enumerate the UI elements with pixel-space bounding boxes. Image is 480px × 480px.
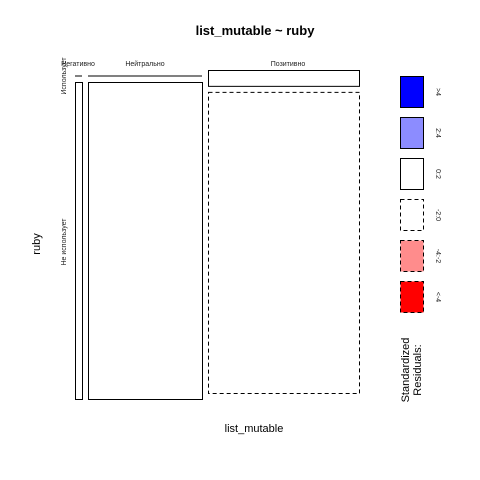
x-level-label: Нейтрально <box>125 60 164 68</box>
legend-title: Standardized <box>400 338 412 403</box>
legend-label: >4 <box>434 88 441 96</box>
legend-title: Residuals: <box>412 344 424 395</box>
y-axis-label: ruby <box>31 233 43 255</box>
legend-label: -4:-2 <box>434 249 441 264</box>
y-level-labels: Использует Не использует <box>61 57 68 266</box>
mosaic-cell <box>88 82 203 400</box>
mosaic-cell <box>75 82 83 400</box>
x-level-label: Позитивно <box>271 61 306 68</box>
mosaic-cell <box>208 91 360 394</box>
legend-swatch <box>400 199 424 231</box>
x-level-labels: Негативно Нейтрально Позитивно <box>61 60 305 68</box>
legend-label: 0:2 <box>434 169 441 179</box>
legend-label: 2:4 <box>434 128 441 138</box>
x-axis-label: list_mutable <box>225 423 284 435</box>
legend-swatch <box>400 158 424 190</box>
legend-swatch <box>400 117 424 149</box>
legend-swatch <box>400 240 424 272</box>
legend-label: <-4 <box>434 292 441 302</box>
y-level-label: Не использует <box>61 218 68 266</box>
mosaic-cell <box>208 70 360 87</box>
mosaic-cells <box>75 70 360 400</box>
legend-swatch <box>400 76 424 108</box>
x-level-label: Негативно <box>61 61 95 68</box>
legend-label: -2:0 <box>434 209 441 221</box>
y-level-label: Использует <box>61 57 68 95</box>
chart-title: list_mutable ~ ruby <box>196 23 316 38</box>
legend-swatch <box>400 281 424 313</box>
residuals-legend: >4 2:4 0:2 -2:0 -4:-2 <-4 Standardized Residual… <box>400 76 441 403</box>
